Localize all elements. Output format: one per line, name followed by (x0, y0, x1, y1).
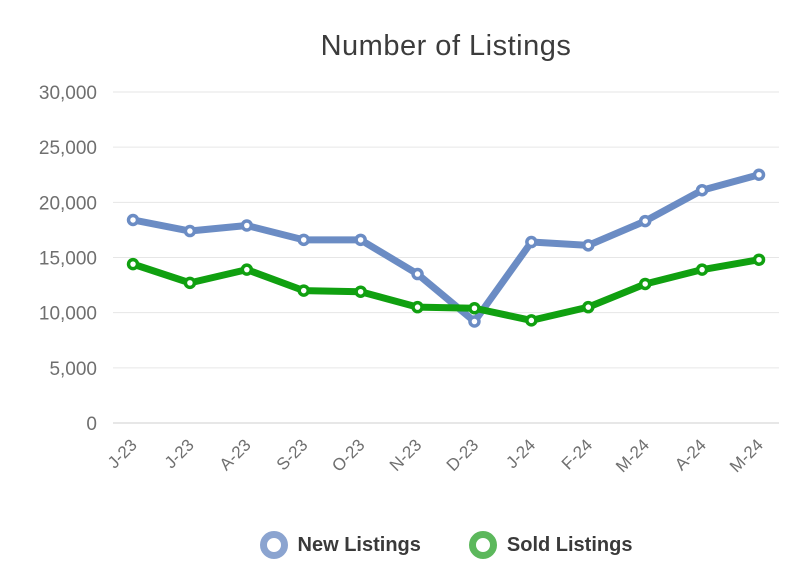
sold-listings-data-point[interactable] (240, 263, 254, 276)
new-listings-data-point[interactable] (126, 213, 140, 227)
new-listings-data-point[interactable] (752, 168, 766, 181)
sold-listings-line (129, 256, 763, 324)
sold-listings-data-point[interactable] (695, 263, 709, 276)
sold-listings-data-point[interactable] (411, 300, 424, 314)
sold-listings-data-point[interactable] (297, 284, 310, 297)
sold-listings-data-point[interactable] (468, 302, 481, 315)
x-axis-tick-label: A-23 (216, 435, 255, 474)
x-axis-tick-label: J-24 (502, 435, 539, 472)
new-listings-data-point[interactable] (297, 233, 310, 247)
new-listings-legend-marker-icon (259, 531, 288, 559)
new-listings-data-point[interactable] (638, 214, 652, 228)
legend-label-sold-listings: Sold Listings (506, 533, 633, 556)
sold-listings-data-point[interactable] (126, 257, 140, 271)
x-axis-tick-label: O-23 (328, 435, 368, 475)
legend-label-new-listings: New Listings (297, 533, 421, 556)
sold-listings-data-point[interactable] (525, 314, 538, 327)
new-listings-data-point[interactable] (582, 239, 595, 252)
sold-listings-data-point[interactable] (183, 276, 197, 290)
legend-item-new-listings[interactable]: New Listings (259, 531, 421, 559)
new-listings-data-point[interactable] (183, 224, 197, 238)
y-axis-tick-label: 30,000 (39, 83, 97, 104)
sold-listings-data-point[interactable] (752, 253, 766, 266)
new-listings-data-point[interactable] (240, 219, 254, 232)
x-axis-tick-label: M-24 (612, 435, 653, 476)
chart-title: Number of Listings (320, 30, 572, 62)
x-axis-tick-label: J-23 (104, 435, 141, 472)
legend-item-sold-listings[interactable]: Sold Listings (468, 531, 633, 559)
y-axis-tick-label: 0 (86, 414, 97, 435)
sold-listings-data-point[interactable] (354, 285, 367, 298)
new-listings-data-point[interactable] (468, 315, 481, 328)
new-listings-data-point[interactable] (354, 233, 367, 247)
x-axis-tick-label: S-23 (273, 435, 312, 474)
y-axis-tick-label: 25,000 (39, 138, 97, 159)
line-chart-plot-area: 0 5,000 10,000 15,000 20,000 25,000 30,000 J-23… (39, 83, 779, 476)
x-axis-tick-label: J-23 (161, 435, 198, 472)
new-listings-line (129, 171, 763, 325)
new-listings-data-point[interactable] (411, 267, 424, 281)
new-listings-data-point[interactable] (695, 183, 709, 197)
x-axis-tick-label: N-23 (386, 435, 425, 474)
y-axis-tick-label: 10,000 (39, 304, 97, 325)
x-axis-tick-label: M-24 (726, 435, 767, 476)
x-axis-tick-label: F-24 (558, 435, 596, 473)
y-axis-tick-label: 15,000 (39, 249, 97, 270)
sold-listings-data-point[interactable] (582, 300, 595, 314)
sold-listings-legend-marker-icon (468, 531, 497, 559)
y-axis-tick-label: 20,000 (39, 193, 97, 214)
sold-listings-data-point[interactable] (638, 277, 652, 291)
y-axis-tick-label: 5,000 (49, 359, 97, 380)
legend: New Listings Sold Listings (113, 527, 779, 563)
x-axis-tick-label: A-24 (671, 435, 710, 474)
new-listings-data-point[interactable] (525, 235, 538, 249)
x-axis-tick-label: D-23 (443, 435, 482, 474)
